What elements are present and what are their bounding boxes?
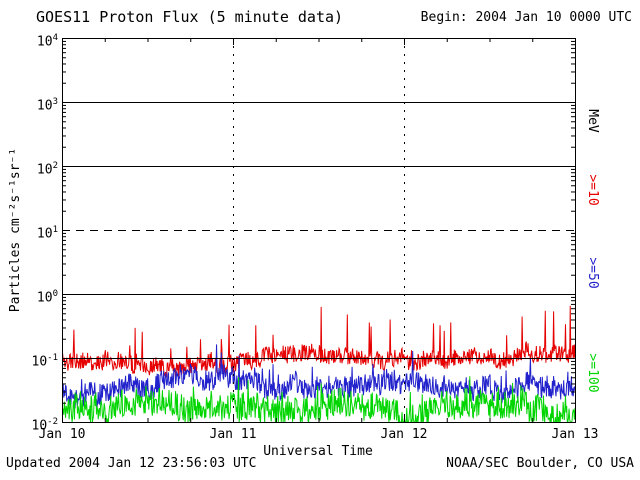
x-tick-label: Jan 10 [38,427,86,442]
chart-title: GOES11 Proton Flux (5 minute data) [36,8,344,26]
x-axis-label: Universal Time [263,444,373,459]
source-attribution: NOAA/SEC Boulder, CO USA [446,456,634,471]
series-line-ge10 [62,305,576,378]
updated-timestamp: Updated 2004 Jan 12 23:56:03 UTC [6,456,257,471]
x-tick-label: Jan 11 [209,427,257,442]
y-tick-label: 103 [36,97,58,114]
units-label: MeV [585,109,600,133]
begin-time-label: Begin: 2004 Jan 10 0000 UTC [420,10,632,25]
series-label-ge50: >=50 [585,257,600,289]
y-tick-label: 104 [36,33,58,50]
series-line-ge50 [62,344,576,409]
x-tick-label: Jan 13 [551,427,599,442]
series-label-ge100: >=100 [585,353,600,393]
x-tick-label: Jan 12 [380,427,428,442]
plot-area [62,38,576,423]
series-label-ge10: >=10 [585,174,600,206]
plot-frame [62,38,576,423]
y-tick-label: 101 [36,225,58,242]
series-line-ge100 [62,376,576,423]
y-axis-tick-labels: 104 103 102 101 100 10-1 10-2 [0,0,59,480]
y-tick-label: 102 [36,161,58,178]
y-tick-label: 10-1 [31,353,59,370]
y-tick-label: 10-2 [31,417,59,434]
y-tick-label: 100 [36,289,58,306]
